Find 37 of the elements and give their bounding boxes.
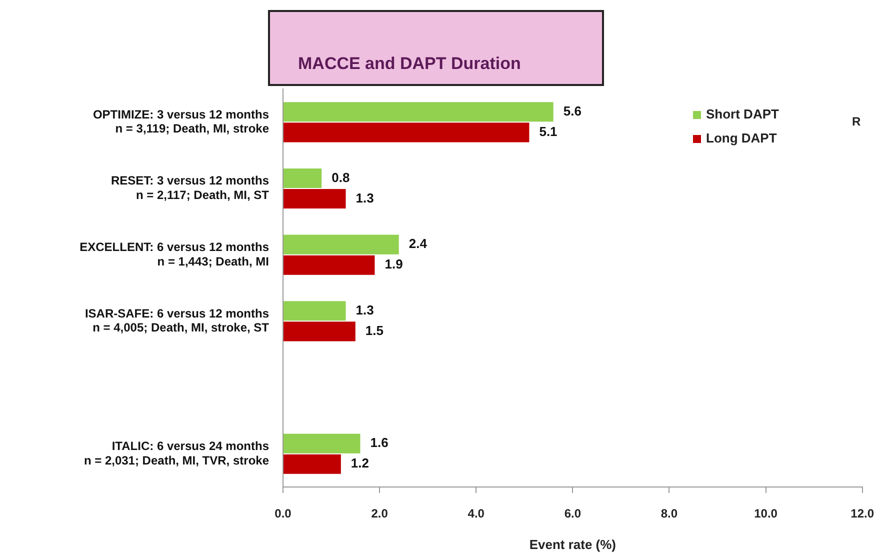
x-tick-label: 6.0 bbox=[564, 506, 582, 521]
x-tick-label: 10.0 bbox=[754, 506, 778, 521]
x-tick-label: 12.0 bbox=[850, 506, 874, 521]
legend-label: Short DAPT bbox=[706, 106, 779, 122]
bar bbox=[284, 301, 346, 321]
data-label: 5.1 bbox=[539, 124, 558, 140]
annotation: R bbox=[852, 114, 861, 128]
x-axis-title: Event rate (%) bbox=[529, 536, 616, 552]
data-label: 1.6 bbox=[370, 435, 388, 450]
y-tick-label: OPTIMIZE: 3 versus 12 months n = 3,119; Death, MI, stroke bbox=[92, 107, 270, 136]
data-label: 1.3 bbox=[356, 190, 374, 206]
data-label: 1.2 bbox=[350, 456, 370, 471]
y-tick-label: ISAR-SAFE: 6 versus 12 months n = 4,005; Death, MI, stroke, ST bbox=[84, 306, 270, 335]
chart-title: MACCE and DAPT Duration bbox=[268, 10, 604, 86]
bar bbox=[284, 255, 375, 275]
bar bbox=[284, 454, 341, 474]
bar bbox=[284, 168, 322, 188]
bar bbox=[284, 102, 554, 122]
y-tick-label: RESET: 3 versus 12 months n = 2,117; Death, MI, ST bbox=[110, 174, 270, 202]
bar bbox=[284, 434, 360, 454]
bar bbox=[284, 122, 530, 142]
y-tick-label: ITALIC: 6 versus 24 months n = 2,031; Death, MI, TVR, stroke bbox=[84, 438, 270, 468]
bar bbox=[284, 322, 356, 342]
data-label: 0.8 bbox=[332, 170, 350, 185]
x-tick-label: 0.0 bbox=[274, 506, 292, 521]
x-tick-label: 4.0 bbox=[468, 506, 485, 521]
bar bbox=[284, 234, 399, 254]
legend-label: Long DAPT bbox=[706, 130, 777, 146]
x-tick-label: 2.0 bbox=[371, 506, 388, 521]
data-label: 2.4 bbox=[408, 236, 428, 252]
y-tick-label: EXCELLENT: 6 versus 12 months n = 1,443; Death, MI bbox=[80, 240, 270, 268]
bar bbox=[284, 189, 346, 209]
data-label: 1.5 bbox=[365, 323, 384, 338]
data-label: 1.9 bbox=[384, 256, 403, 272]
x-tick-label: 8.0 bbox=[660, 506, 678, 521]
data-label: 5.6 bbox=[563, 103, 582, 118]
data-label: 1.3 bbox=[356, 302, 374, 318]
